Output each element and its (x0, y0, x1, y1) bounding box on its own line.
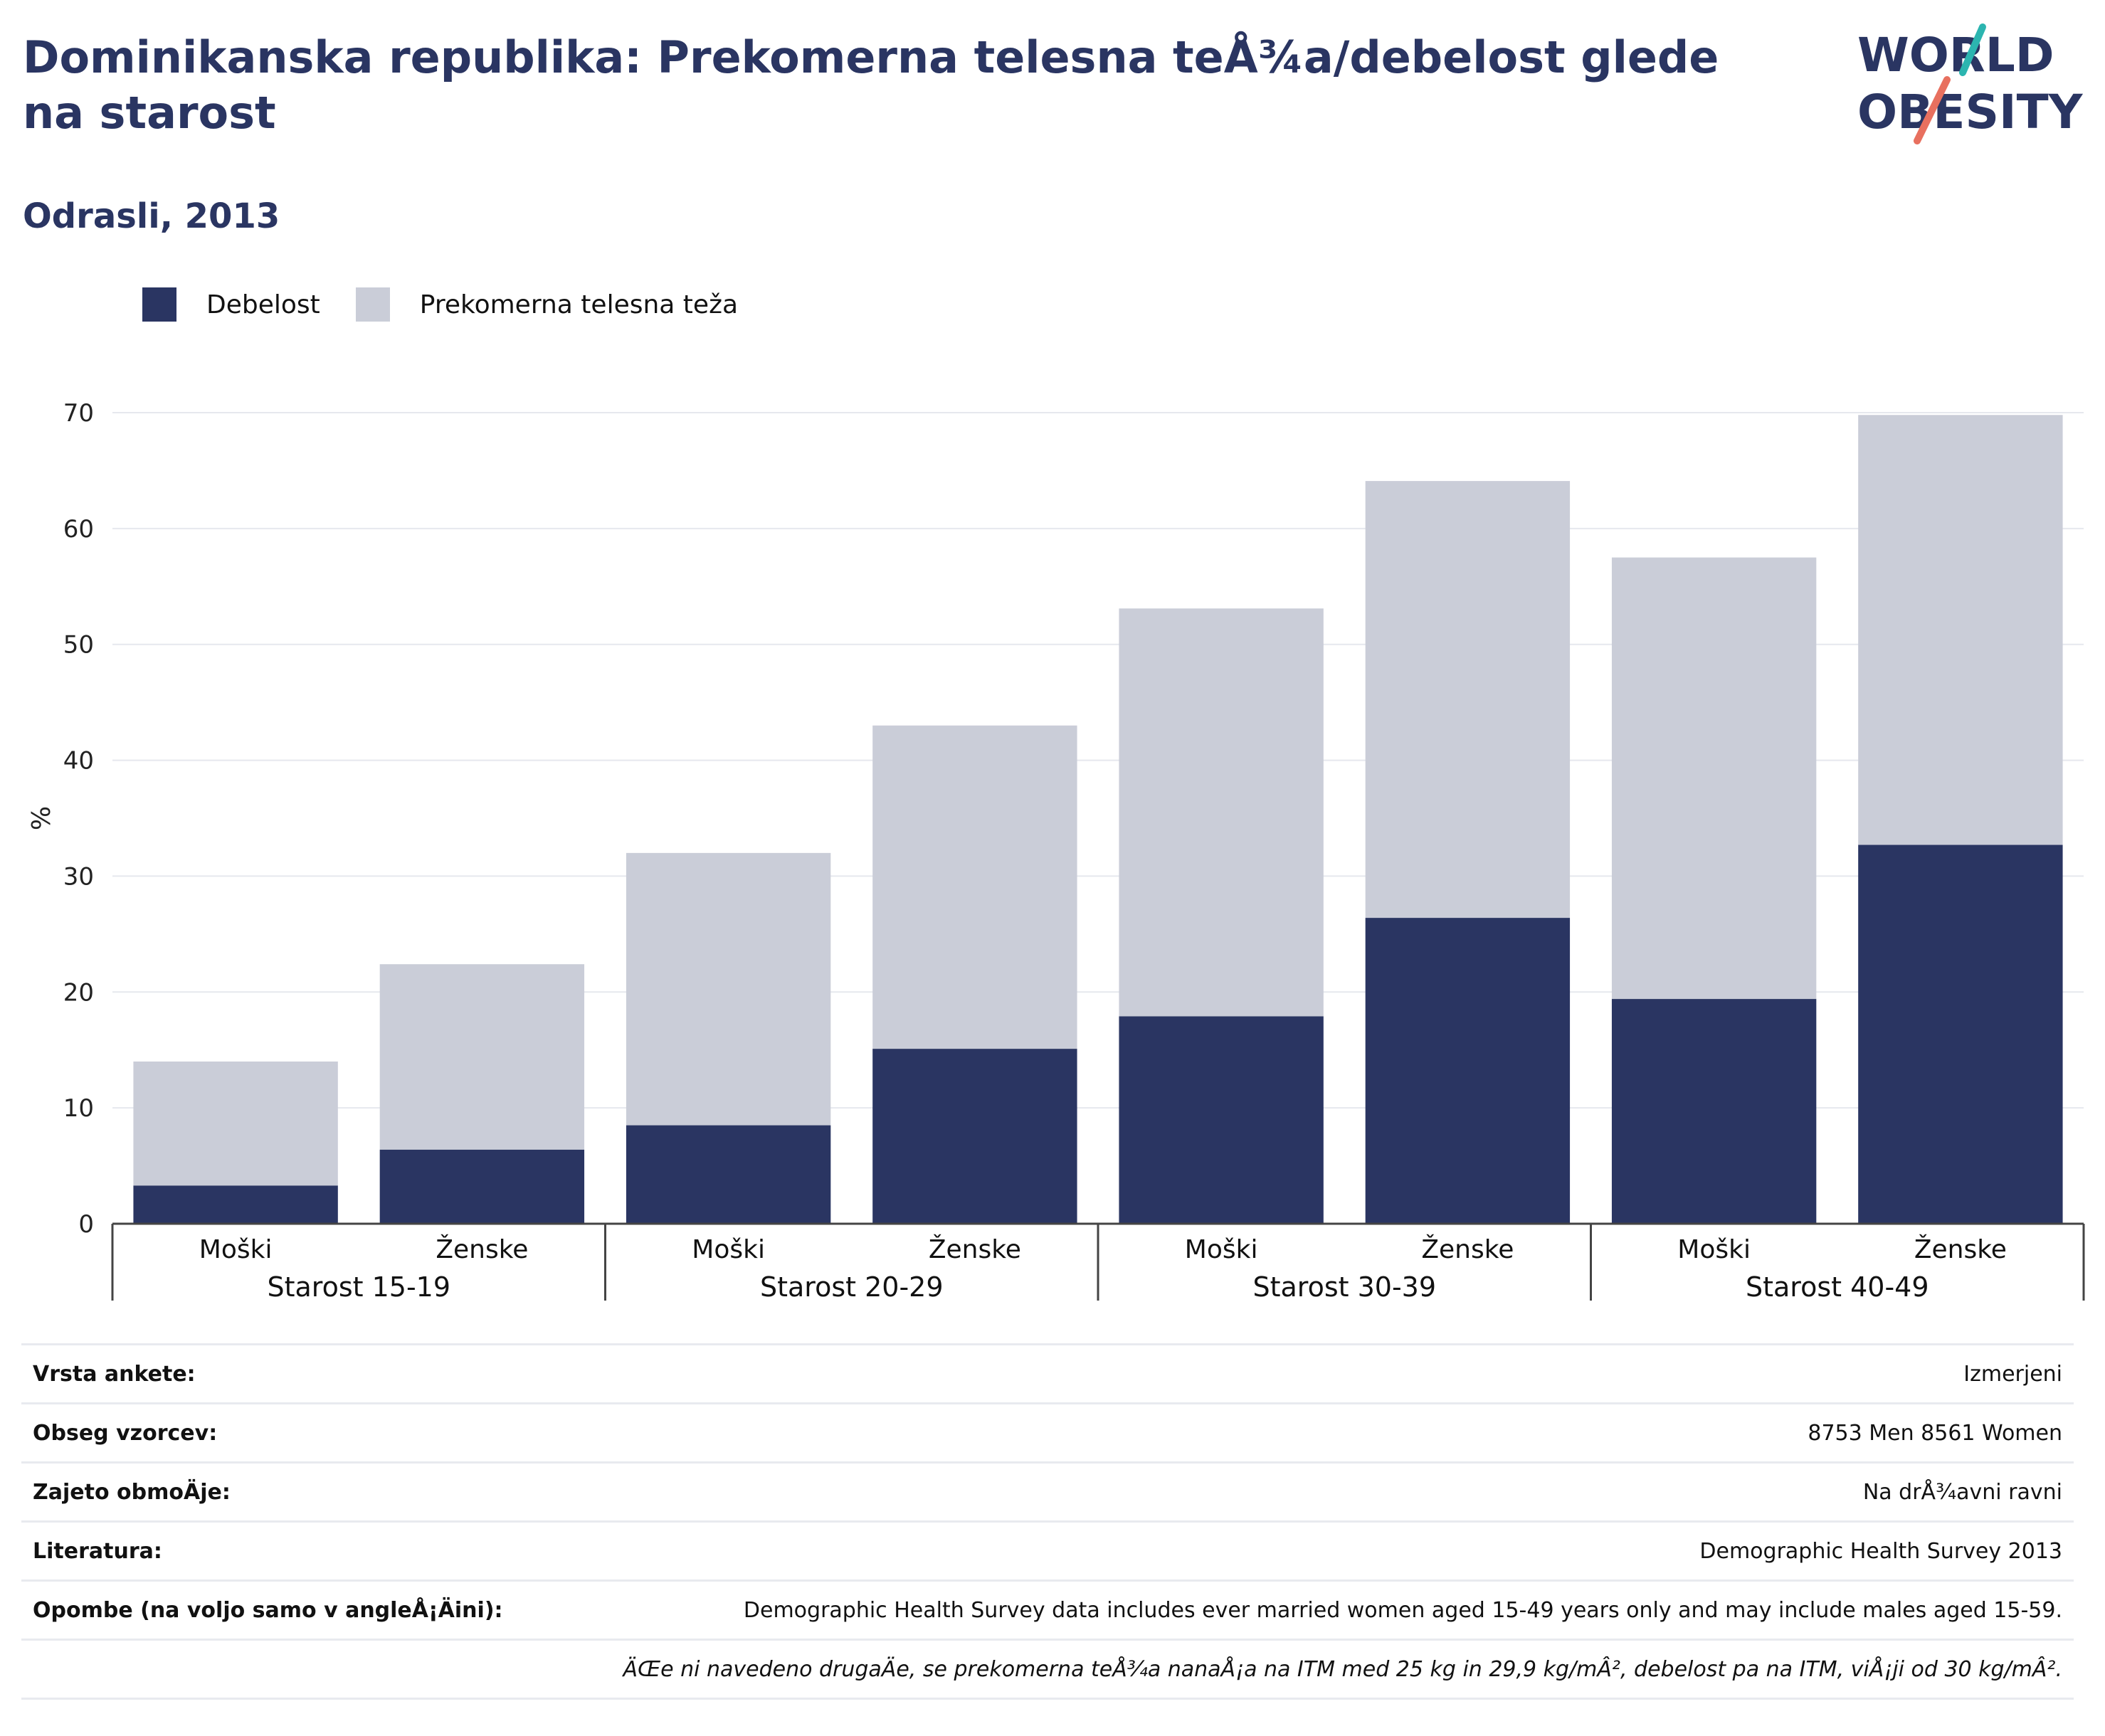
info-label: Vrsta ankete: (21, 1343, 573, 1404)
bar-overweight (133, 1062, 338, 1186)
x-group-label: Starost 30-39 (1252, 1271, 1436, 1303)
info-row-area-covered: Zajeto obmoÄje: Na drÅ¾avni ravni (21, 1461, 2074, 1522)
bar-obesity (1119, 1016, 1324, 1224)
survey-info-table: Vrsta ankete: Izmerjeni Obseg vzorcev: 8… (21, 1343, 2074, 1700)
legend-item-overweight[interactable]: Prekomerna telesna teža (355, 287, 739, 322)
info-label: Obseg vzorcev: (21, 1402, 573, 1463)
x-tick-label: Moški (199, 1235, 273, 1264)
world-obesity-logo: WORLD OBESITY (1857, 23, 2084, 144)
x-group-label: Starost 20-29 (760, 1271, 944, 1303)
info-value: 8753 Men 8561 Women (572, 1402, 2074, 1463)
info-value: Demographic Health Survey data includes … (572, 1579, 2074, 1640)
footnote: ÄŒe ni navedeno drugaÄe, se prekomerna t… (21, 1639, 2074, 1700)
legend-item-obesity[interactable]: Debelost (142, 287, 320, 322)
logo-text-world: WORLD (1857, 28, 2054, 83)
info-row-sample-size: Obseg vzorcev: 8753 Men 8561 Women (21, 1402, 2074, 1463)
bar-overweight (1611, 557, 1817, 1000)
bar-overweight (626, 852, 831, 1126)
bar-obesity (1611, 999, 1817, 1224)
x-tick-label: Ženske (1421, 1234, 1514, 1264)
x-tick-label: Moški (692, 1235, 765, 1264)
info-value: Na drÅ¾avni ravni (572, 1461, 2074, 1522)
y-tick-label: 0 (78, 1210, 94, 1239)
info-value: Izmerjeni (572, 1343, 2074, 1404)
info-row-footnote: ÄŒe ni navedeno drugaÄe, se prekomerna t… (21, 1639, 2074, 1700)
x-group-label: Starost 15-19 (267, 1271, 450, 1303)
bar-obesity (626, 1125, 831, 1224)
chart-legend: Debelost Prekomerna telesna teža (142, 283, 774, 326)
y-tick-label: 70 (63, 399, 94, 428)
bar-obesity (872, 1049, 1077, 1224)
bar-overweight (1365, 481, 1571, 919)
x-tick-label: Ženske (929, 1234, 1021, 1264)
logo-text-obesity: OBESITY (1857, 85, 2084, 139)
x-group-label: Starost 40-49 (1746, 1271, 1929, 1303)
info-label: Literatura: (21, 1520, 573, 1581)
info-value: Demographic Health Survey 2013 (572, 1520, 2074, 1581)
legend-label-obesity: Debelost (206, 290, 320, 319)
y-tick-label: 50 (63, 631, 94, 660)
bar-obesity (133, 1185, 338, 1224)
x-tick-label: Moški (1677, 1235, 1751, 1264)
bar-overweight (1858, 415, 2063, 845)
info-row-reference: Literatura: Demographic Health Survey 20… (21, 1520, 2074, 1581)
logo-slash-coral-icon (1914, 76, 1951, 144)
bar-overweight (379, 964, 585, 1150)
legend-swatch-overweight (355, 287, 390, 322)
bar-obesity (379, 1149, 585, 1224)
info-row-notes: Opombe (na voljo samo v angleÅ¡Äini): De… (21, 1579, 2074, 1640)
legend-swatch-obesity (142, 287, 176, 322)
info-row-survey-type: Vrsta ankete: Izmerjeni (21, 1343, 2074, 1404)
x-tick-label: Moški (1185, 1235, 1258, 1264)
info-label: Opombe (na voljo samo v angleÅ¡Äini): (21, 1579, 573, 1640)
chart-title: Dominikanska republika: Prekomerna teles… (23, 31, 1719, 139)
y-axis-label: % (27, 806, 56, 830)
x-tick-label: Ženske (436, 1234, 528, 1264)
bar-chart: 0 10 20 30 40 50 60 70% Moški Ženske Moški Ženske Mo… (27, 399, 2085, 1303)
logo-slash-teal-icon (1959, 23, 1986, 76)
bar-overweight (872, 725, 1077, 1049)
info-label: Zajeto obmoÄje: (21, 1461, 573, 1522)
y-tick-label: 60 (63, 515, 94, 544)
y-tick-label: 40 (63, 747, 94, 776)
y-tick-label: 10 (63, 1094, 94, 1123)
chart-subtitle: Odrasli, 2013 (23, 196, 280, 236)
bar-overweight (1119, 608, 1324, 1017)
x-tick-label: Ženske (1914, 1234, 2007, 1264)
bar-obesity (1858, 845, 2063, 1224)
legend-label-overweight: Prekomerna telesna teža (419, 290, 739, 319)
y-tick-label: 30 (63, 862, 94, 891)
y-tick-label: 20 (63, 978, 94, 1007)
bar-obesity (1365, 918, 1571, 1224)
